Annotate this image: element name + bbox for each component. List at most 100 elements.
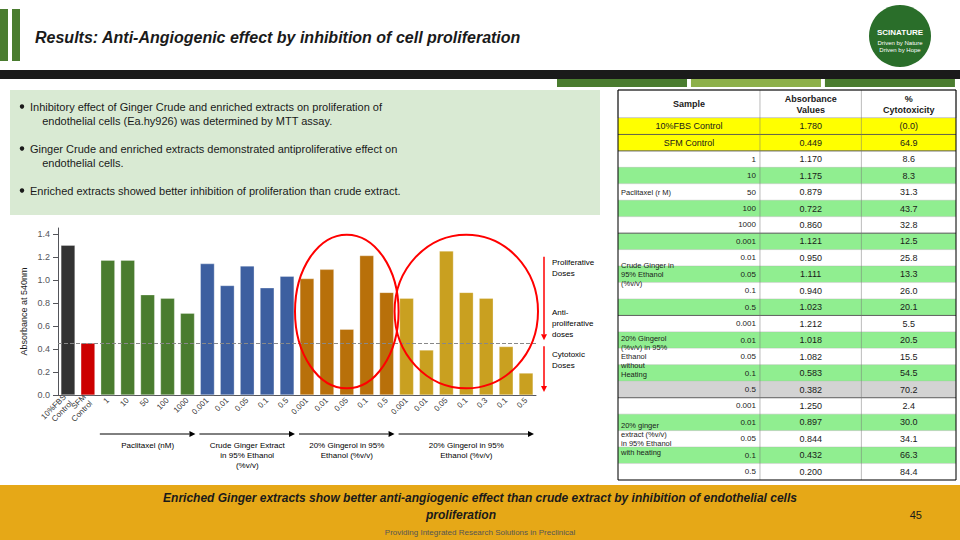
svg-text:Cytotoxic: Cytotoxic bbox=[552, 350, 585, 359]
svg-text:12.5: 12.5 bbox=[900, 236, 918, 246]
svg-text:45: 45 bbox=[910, 509, 922, 521]
svg-text:8.3: 8.3 bbox=[902, 171, 915, 181]
svg-text:0.5: 0.5 bbox=[745, 303, 757, 312]
svg-text:Sample: Sample bbox=[673, 99, 705, 109]
svg-text:SFM Control: SFM Control bbox=[664, 138, 715, 148]
svg-text:0.01: 0.01 bbox=[313, 395, 331, 413]
svg-text:20% ginger: 20% ginger bbox=[621, 421, 659, 430]
svg-text:20% Gingerol: 20% Gingerol bbox=[621, 334, 667, 343]
svg-text:Absorbance: Absorbance bbox=[785, 94, 837, 104]
svg-text:0.1: 0.1 bbox=[356, 395, 371, 410]
svg-text:0.940: 0.940 bbox=[799, 286, 822, 296]
svg-text:Paclitaxel (r M): Paclitaxel (r M) bbox=[621, 188, 672, 197]
svg-text:32.8: 32.8 bbox=[900, 220, 918, 230]
svg-text:0.5: 0.5 bbox=[515, 395, 530, 410]
svg-text:in 95% Ethanol: in 95% Ethanol bbox=[220, 451, 274, 460]
svg-text:Ethanol: Ethanol bbox=[621, 352, 647, 361]
svg-text:1: 1 bbox=[101, 395, 111, 405]
svg-text:0.5: 0.5 bbox=[376, 395, 391, 410]
svg-text:70.2: 70.2 bbox=[900, 385, 918, 395]
svg-text:(%v/v): (%v/v) bbox=[236, 461, 259, 470]
svg-text:Enriched extracts showed bette: Enriched extracts showed better inhibiti… bbox=[30, 185, 401, 197]
svg-text:10: 10 bbox=[118, 395, 131, 408]
svg-text:0.05: 0.05 bbox=[740, 434, 756, 443]
svg-text:Crude Ginger Extract: Crude Ginger Extract bbox=[210, 441, 286, 450]
svg-text:0.1: 0.1 bbox=[256, 395, 271, 410]
svg-text:0.1: 0.1 bbox=[745, 286, 757, 295]
svg-text:1.018: 1.018 bbox=[799, 335, 822, 345]
svg-text:0.2: 0.2 bbox=[37, 367, 50, 377]
svg-text:0.001: 0.001 bbox=[736, 319, 757, 328]
svg-text:with heating: with heating bbox=[620, 448, 661, 457]
svg-text:20.1: 20.1 bbox=[900, 302, 918, 312]
svg-text:0.5: 0.5 bbox=[745, 385, 757, 394]
svg-text:proliferative: proliferative bbox=[552, 319, 594, 328]
svg-text:20% Gingerol in 95%: 20% Gingerol in 95% bbox=[429, 441, 504, 450]
svg-text:30.0: 30.0 bbox=[900, 417, 918, 427]
svg-text:0.001: 0.001 bbox=[389, 395, 410, 416]
svg-text:95% Ethanol: 95% Ethanol bbox=[621, 270, 664, 279]
svg-text:1.082: 1.082 bbox=[799, 352, 822, 362]
svg-text:26.0: 26.0 bbox=[900, 286, 918, 296]
svg-text:5.5: 5.5 bbox=[902, 319, 915, 329]
svg-text:54.5: 54.5 bbox=[900, 368, 918, 378]
svg-text:0.1: 0.1 bbox=[745, 451, 757, 460]
svg-text:1.212: 1.212 bbox=[799, 319, 822, 329]
svg-text:1.4: 1.4 bbox=[37, 229, 50, 239]
svg-text:(%v/v) in 95%: (%v/v) in 95% bbox=[621, 343, 668, 352]
svg-text:without: without bbox=[620, 361, 646, 370]
svg-text:20.5: 20.5 bbox=[900, 335, 918, 345]
svg-text:0.05: 0.05 bbox=[333, 395, 351, 413]
svg-text:Driven by Hope: Driven by Hope bbox=[879, 47, 921, 53]
svg-text:Inhibitory effect of Ginger Cr: Inhibitory effect of Ginger Crude and en… bbox=[30, 101, 383, 113]
svg-text:0.449: 0.449 bbox=[799, 138, 822, 148]
svg-text:0.01: 0.01 bbox=[740, 253, 756, 262]
svg-text:20% Gingerol in 95%: 20% Gingerol in 95% bbox=[309, 441, 384, 450]
svg-text:1.170: 1.170 bbox=[799, 154, 822, 164]
svg-text:2.4: 2.4 bbox=[902, 401, 915, 411]
svg-text:0.05: 0.05 bbox=[740, 270, 756, 279]
svg-text:Heating: Heating bbox=[621, 370, 647, 379]
svg-text:1.0: 1.0 bbox=[37, 275, 50, 285]
svg-text:0.950: 0.950 bbox=[799, 253, 822, 263]
svg-text:1.175: 1.175 bbox=[799, 171, 822, 181]
svg-text:0.1: 0.1 bbox=[495, 395, 510, 410]
svg-text:0.879: 0.879 bbox=[799, 187, 822, 197]
svg-text:0.5: 0.5 bbox=[276, 395, 291, 410]
svg-text:0.05: 0.05 bbox=[233, 395, 251, 413]
svg-text:Driven by Nature: Driven by Nature bbox=[877, 40, 923, 46]
svg-text:0.382: 0.382 bbox=[799, 385, 822, 395]
svg-text:50: 50 bbox=[138, 395, 151, 408]
svg-text:84.4: 84.4 bbox=[900, 467, 918, 477]
svg-text:Results: Anti-Angiogenic effec: Results: Anti-Angiogenic effect by inhib… bbox=[35, 29, 521, 46]
svg-text:0.860: 0.860 bbox=[799, 220, 822, 230]
svg-text:0.001: 0.001 bbox=[290, 395, 311, 416]
svg-text:1.111: 1.111 bbox=[800, 269, 821, 279]
svg-text:25.8: 25.8 bbox=[900, 253, 918, 263]
svg-text:0.01: 0.01 bbox=[740, 336, 756, 345]
svg-text:Ethanol (%v/v): Ethanol (%v/v) bbox=[321, 451, 373, 460]
svg-text:0.5: 0.5 bbox=[745, 467, 757, 476]
svg-text:10: 10 bbox=[747, 171, 756, 180]
svg-text:0.6: 0.6 bbox=[37, 321, 50, 331]
svg-text:0.05: 0.05 bbox=[432, 395, 450, 413]
svg-text:Control: Control bbox=[70, 399, 95, 424]
svg-text:Ethanol (%v/v): Ethanol (%v/v) bbox=[440, 451, 492, 460]
svg-text:0.897: 0.897 bbox=[799, 417, 822, 427]
svg-text:34.1: 34.1 bbox=[900, 434, 918, 444]
svg-text:Doses: Doses bbox=[552, 269, 575, 278]
svg-text:0.722: 0.722 bbox=[799, 204, 822, 214]
svg-text:10%FBS Control: 10%FBS Control bbox=[655, 121, 722, 131]
svg-text:0.0: 0.0 bbox=[37, 390, 50, 400]
svg-text:0.001: 0.001 bbox=[736, 237, 757, 246]
svg-text:1000: 1000 bbox=[738, 220, 756, 229]
svg-text:SCINATURE: SCINATURE bbox=[877, 28, 924, 37]
svg-text:Ginger Crude and enriched extr: Ginger Crude and enriched extracts demon… bbox=[30, 143, 397, 155]
svg-text:0.8: 0.8 bbox=[37, 298, 50, 308]
svg-text:0.583: 0.583 bbox=[799, 368, 822, 378]
svg-text:43.7: 43.7 bbox=[900, 204, 918, 214]
svg-text:0.01: 0.01 bbox=[213, 395, 231, 413]
svg-text:Proliferative: Proliferative bbox=[552, 258, 595, 267]
svg-text:extract (%v/v): extract (%v/v) bbox=[621, 430, 667, 439]
svg-text:0.05: 0.05 bbox=[740, 352, 756, 361]
